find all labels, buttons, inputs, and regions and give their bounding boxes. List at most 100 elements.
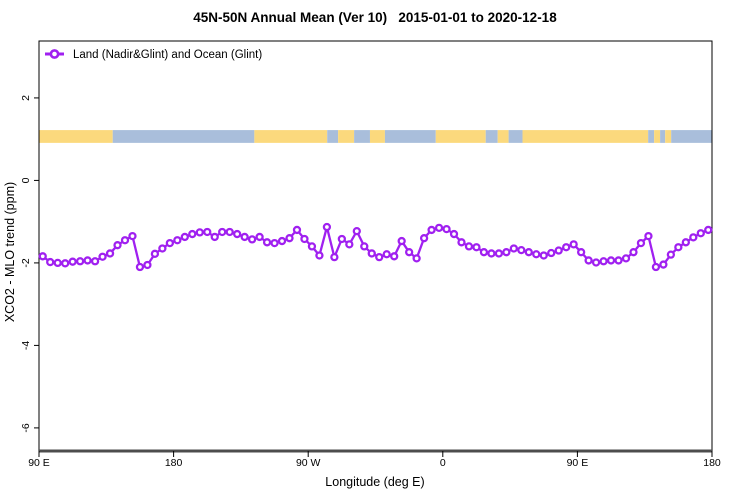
legend: Land (Nadir&Glint) and Ocean (Glint) <box>45 49 262 61</box>
data-point <box>494 249 504 258</box>
data-point <box>457 238 466 247</box>
data-point <box>659 260 668 269</box>
data-point <box>427 225 436 235</box>
data-point <box>218 227 227 237</box>
data-point <box>255 232 264 242</box>
strip-segment-ocean <box>508 130 523 143</box>
data-point <box>487 249 496 258</box>
y-axis: 2 0 -2 -4 -6 <box>20 95 39 433</box>
data-point <box>90 257 100 266</box>
data-point <box>390 252 399 261</box>
data-point <box>98 252 107 261</box>
data-point <box>158 244 167 253</box>
data-point <box>532 250 541 259</box>
x-tick-label: 90 E <box>28 457 50 469</box>
data-point <box>180 232 189 242</box>
data-point <box>442 224 451 234</box>
series-land-ocean <box>38 222 713 272</box>
data-point <box>300 234 309 244</box>
data-point <box>419 234 429 243</box>
data-point <box>606 256 616 265</box>
strip-segment-ocean <box>354 130 370 143</box>
strip-segment-land <box>369 130 385 143</box>
data-point <box>636 238 646 248</box>
data-point <box>330 252 339 262</box>
strip-segment-land <box>435 130 486 143</box>
data-point <box>591 258 601 267</box>
data-point <box>449 229 459 239</box>
data-point <box>113 241 122 250</box>
data-point <box>666 250 676 259</box>
data-point <box>292 225 302 235</box>
data-point <box>247 235 257 244</box>
data-point <box>472 243 481 252</box>
x-axis: 90 E 180 90 W 0 90 E 180 <box>28 451 721 469</box>
data-point <box>345 240 354 249</box>
data-point <box>562 243 571 252</box>
data-point <box>502 248 511 257</box>
x-tick-label: 180 <box>703 457 721 469</box>
data-point <box>233 229 242 239</box>
data-point <box>360 242 369 251</box>
data-point <box>38 252 47 261</box>
y-tick-label: -2 <box>20 258 32 267</box>
data-point <box>569 240 578 249</box>
strip-segment-ocean <box>671 130 712 143</box>
data-point <box>434 223 444 233</box>
data-point <box>165 238 175 248</box>
data-point <box>479 248 489 257</box>
data-point <box>210 232 219 242</box>
data-point <box>262 238 272 247</box>
data-point <box>68 257 77 266</box>
data-point <box>277 236 287 246</box>
data-point <box>524 248 533 257</box>
data-point <box>681 238 690 247</box>
data-point <box>629 248 638 257</box>
strip-segment-land <box>254 130 328 143</box>
data-point <box>517 245 526 255</box>
data-point <box>547 248 556 258</box>
data-point <box>554 246 563 255</box>
data-point <box>576 248 586 257</box>
data-point <box>53 258 62 268</box>
strip-segment-land <box>665 130 672 143</box>
x-tick-label: 0 <box>440 457 446 469</box>
strip-segment-ocean <box>485 130 498 143</box>
data-point <box>173 236 182 245</box>
data-point <box>382 250 391 259</box>
data-point <box>322 222 332 232</box>
legend-label: Land (Nadir&Glint) and Ocean (Glint) <box>73 49 262 61</box>
data-point <box>285 234 294 243</box>
y-tick-label: 2 <box>20 95 32 101</box>
strip-segment-land <box>654 130 661 143</box>
data-point <box>105 249 115 258</box>
x-tick-label: 90 W <box>296 457 321 469</box>
data-point <box>128 231 137 241</box>
data-point <box>352 227 361 236</box>
data-point <box>337 234 347 244</box>
data-point <box>203 227 212 237</box>
data-point <box>464 242 474 251</box>
data-point <box>270 238 279 248</box>
x-axis-title: Longitude (deg E) <box>325 475 424 489</box>
strip-segment-land <box>338 130 355 143</box>
data-point <box>150 249 160 258</box>
data-point <box>509 244 518 253</box>
data-point <box>61 259 70 268</box>
x-tick-label: 90 E <box>567 457 589 469</box>
y-tick-label: -6 <box>20 423 32 432</box>
data-point <box>621 254 631 263</box>
data-point <box>584 256 593 265</box>
page-title: 45N-50N Annual Mean (Ver 10) 2015-01-01 … <box>193 10 557 25</box>
data-point <box>397 236 406 246</box>
legend-marker-circle-icon <box>49 49 60 59</box>
data-point <box>143 260 152 270</box>
data-point <box>188 229 197 239</box>
data-point <box>651 262 661 272</box>
data-point <box>120 236 130 245</box>
data-point <box>225 227 234 237</box>
data-point <box>307 242 317 251</box>
strip-segment-ocean <box>660 130 666 143</box>
